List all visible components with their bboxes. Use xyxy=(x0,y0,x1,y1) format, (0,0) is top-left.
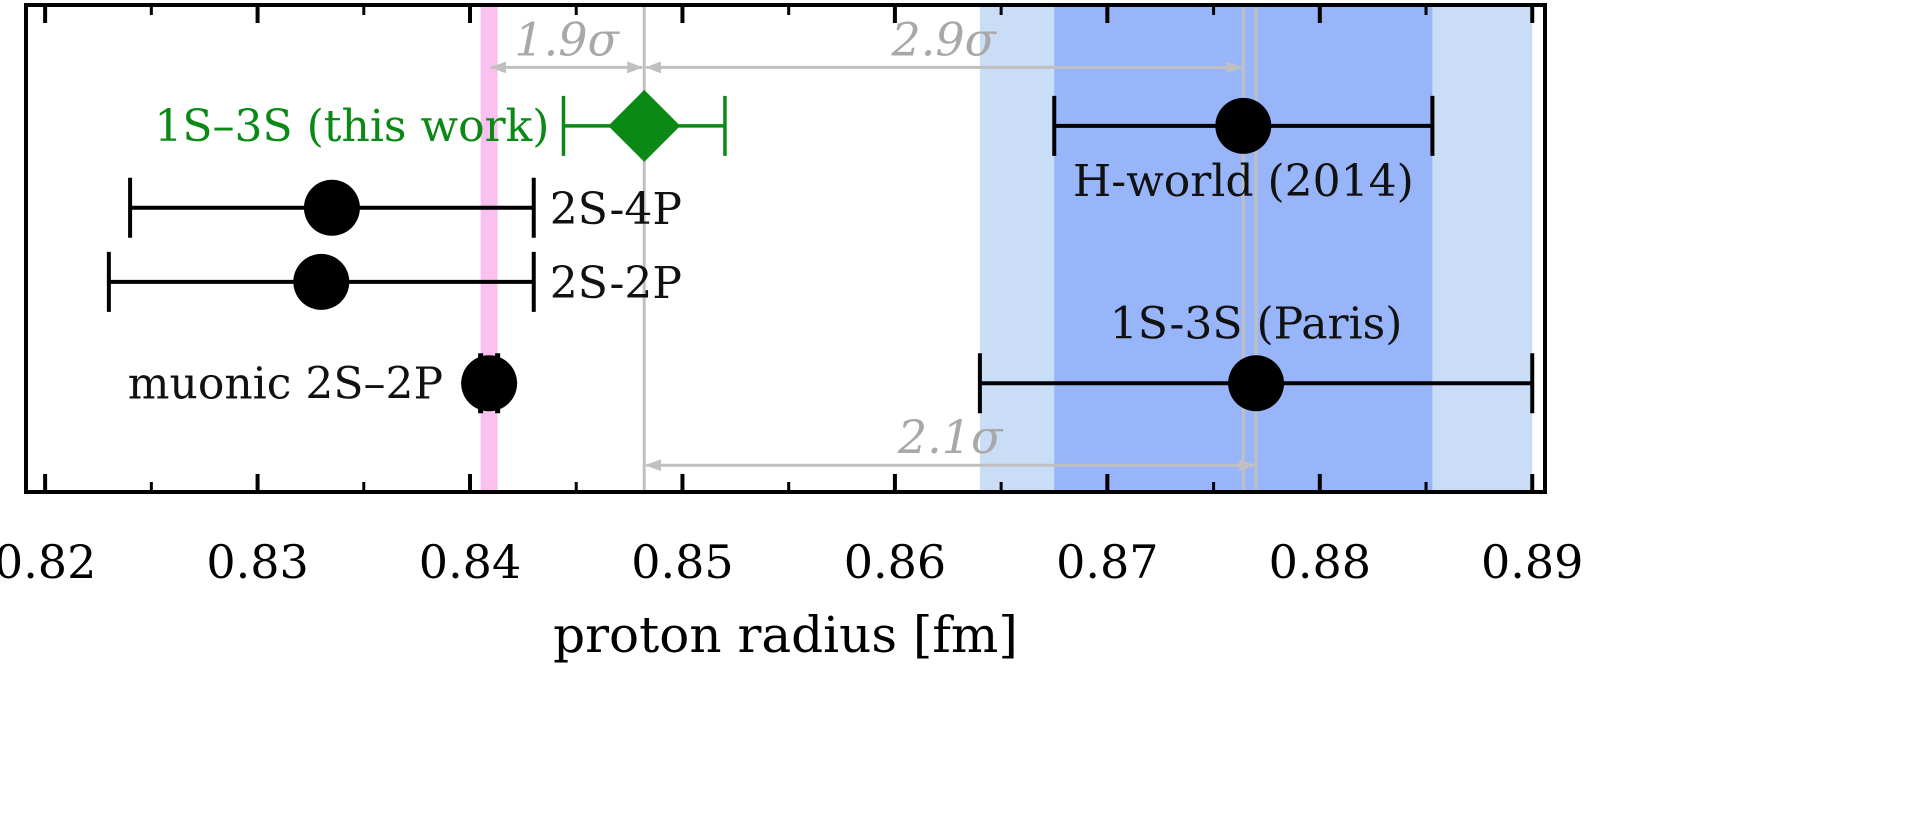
tick-label-0: 0.82 xyxy=(0,535,96,589)
point-label-1: H-world (2014) xyxy=(1073,156,1414,207)
circle-marker xyxy=(303,179,360,236)
sigma-label-0: 1.9σ xyxy=(514,12,620,66)
x-axis: 0.82 0.83 0.84 0.85 0.86 0.87 0.88 0.89 xyxy=(0,5,1583,589)
tick-label-2: 0.84 xyxy=(419,535,521,589)
tick-label-7: 0.89 xyxy=(1481,535,1583,589)
point-label-3: 2S-2P xyxy=(550,258,682,309)
data-point-1: H-world (2014) xyxy=(1052,95,1435,207)
data-point-4: 1S-3S (Paris) xyxy=(977,298,1535,414)
circle-marker xyxy=(461,355,518,412)
tick-label-3: 0.85 xyxy=(631,535,733,589)
diamond-marker xyxy=(608,89,681,162)
tick-label-5: 0.87 xyxy=(1056,535,1158,589)
tick-label-4: 0.86 xyxy=(844,535,946,589)
annotations-layer: 1.9σ 2.9σ 2.1σ xyxy=(490,12,1256,472)
data-point-2: 2S-4P xyxy=(128,177,682,238)
tick-label-1: 0.83 xyxy=(206,535,308,589)
point-label-4: 1S-3S (Paris) xyxy=(1110,298,1403,349)
x-axis-label: proton radius [fm] xyxy=(553,606,1018,664)
sigma-label-1: 2.9σ xyxy=(890,12,997,66)
point-label-0: 1S–3S (this work) xyxy=(154,101,549,152)
data-point-0: 1S–3S (this work) xyxy=(154,89,727,162)
data-point-5: muonic 2S–2P xyxy=(128,353,518,414)
data-point-3: 2S-2P xyxy=(106,251,682,312)
sigma-label-2: 2.1σ xyxy=(897,410,1004,464)
points-layer: 1S–3S (this work) H-world (2014) 2S-4P 2S-2… xyxy=(106,89,1535,414)
point-label-5: muonic 2S–2P xyxy=(128,358,443,409)
plot-frame xyxy=(24,3,1547,494)
band-muonic xyxy=(480,5,498,492)
point-label-2: 2S-4P xyxy=(550,184,682,235)
circle-marker xyxy=(293,253,350,310)
bands-layer xyxy=(480,5,1533,492)
circle-marker xyxy=(1215,97,1272,154)
circle-marker xyxy=(1228,355,1285,412)
tick-label-6: 0.88 xyxy=(1269,535,1371,589)
